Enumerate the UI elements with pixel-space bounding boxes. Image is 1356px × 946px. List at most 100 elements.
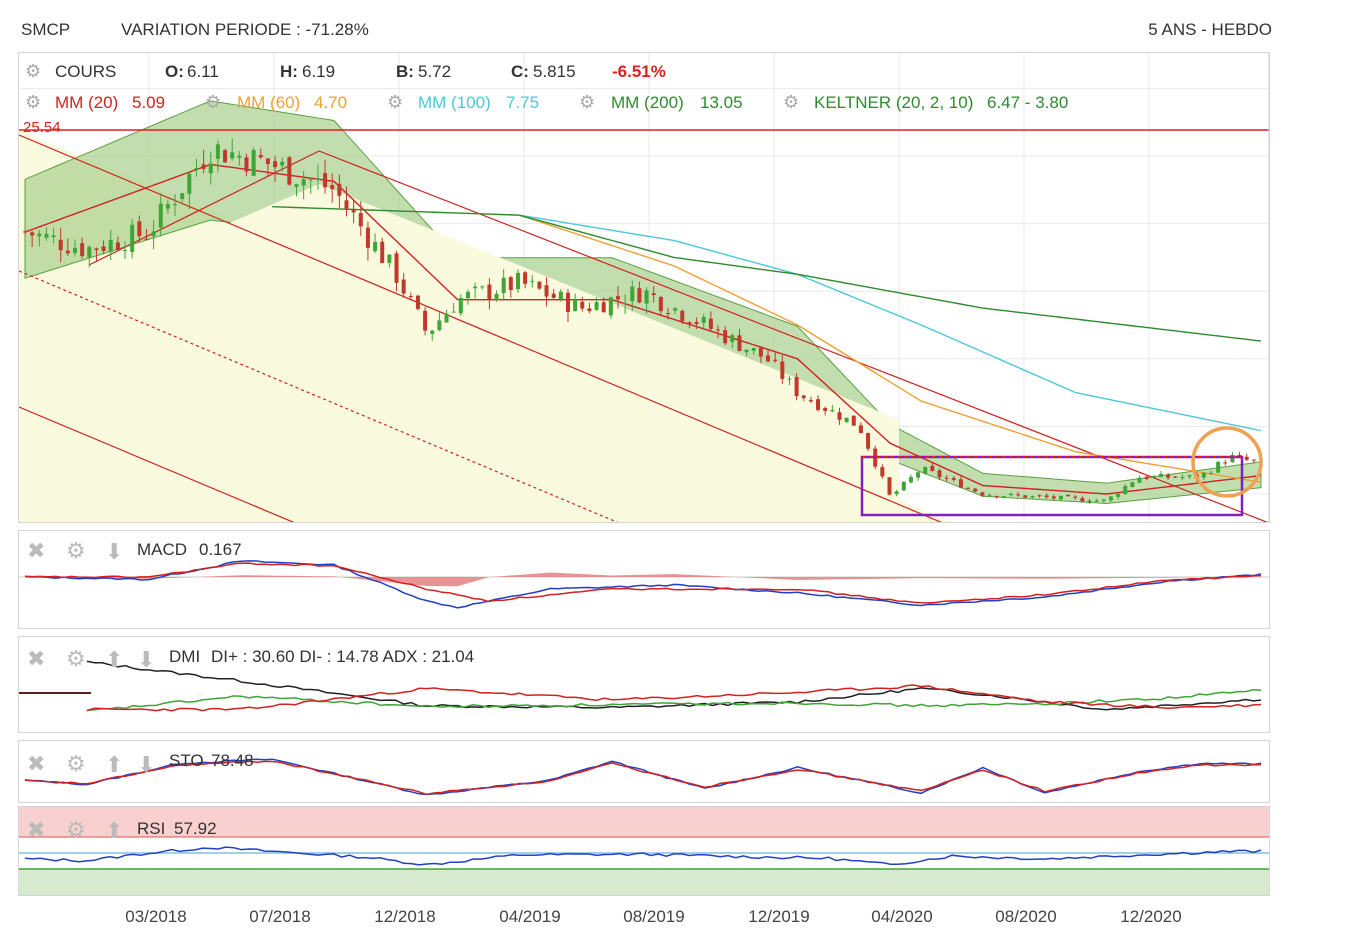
mm20-label: MM (20) xyxy=(55,93,118,112)
candle-body xyxy=(630,286,635,302)
sto-lines xyxy=(24,758,1262,796)
candle-body xyxy=(866,433,871,449)
variation-label: VARIATION PERIODE : -71.28% xyxy=(121,20,369,39)
gear-icon[interactable]: ⚙ xyxy=(66,817,86,842)
candle-body xyxy=(437,320,442,331)
candle-body xyxy=(530,280,535,282)
candle-body xyxy=(244,157,249,172)
candle-body xyxy=(365,227,370,248)
candle-body xyxy=(837,412,842,420)
gear-icon[interactable]: ⚙ xyxy=(387,92,403,112)
rsi-overbought-zone xyxy=(19,807,1269,837)
candle-body xyxy=(480,286,485,288)
candle-body xyxy=(30,232,35,236)
candle-body xyxy=(408,296,413,298)
candle-body xyxy=(666,312,671,314)
candle-body xyxy=(1251,459,1256,461)
candle-body xyxy=(594,302,599,310)
gear-icon[interactable]: ⚙ xyxy=(66,646,86,671)
candle-body xyxy=(251,150,256,176)
candle-body xyxy=(687,322,692,325)
x-tick-label: 04/2019 xyxy=(499,907,560,926)
candle-body xyxy=(851,415,856,426)
candle-body xyxy=(958,479,963,488)
candle-body xyxy=(930,465,935,471)
candle-body xyxy=(201,164,206,169)
candle-body xyxy=(615,296,620,300)
gear-icon[interactable]: ⚙ xyxy=(205,92,221,112)
close-icon[interactable]: ✖ xyxy=(27,817,45,842)
arrow-up-icon[interactable]: ⬆ xyxy=(105,647,123,672)
candle-body xyxy=(1158,473,1163,478)
candle-body xyxy=(87,247,92,258)
gear-icon[interactable]: ⚙ xyxy=(25,61,41,81)
arrow-up-icon[interactable]: ⬆ xyxy=(105,818,123,843)
candle-body xyxy=(137,221,142,237)
period-selector[interactable]: 5 ANS - HEBDO xyxy=(1148,20,1272,39)
candle-body xyxy=(473,286,478,289)
candle-body xyxy=(901,481,906,491)
arrow-down-icon[interactable]: ⬇ xyxy=(137,647,155,672)
candle-body xyxy=(1123,486,1128,494)
candle-body xyxy=(658,297,663,312)
candle-body xyxy=(744,349,749,353)
close-icon[interactable]: ✖ xyxy=(27,751,45,776)
mm60-label: MM (60) xyxy=(237,93,300,112)
candle-body xyxy=(558,291,563,300)
candle-body xyxy=(58,239,63,251)
keltner-value: 6.47 - 3.80 xyxy=(987,93,1068,112)
candle-body xyxy=(273,161,278,168)
candle-body xyxy=(351,209,356,213)
gear-icon[interactable]: ⚙ xyxy=(66,538,86,563)
keltner-label: KELTNER (20, 2, 10) xyxy=(814,93,973,112)
candle-body xyxy=(673,308,678,311)
arrow-up-icon[interactable]: ⬆ xyxy=(105,752,123,777)
highlight-circle[interactable] xyxy=(1191,426,1263,498)
candle-body xyxy=(337,183,342,196)
candle-body xyxy=(465,291,470,299)
candle-body xyxy=(794,377,799,397)
candle-body xyxy=(601,302,606,313)
macd-histogram xyxy=(25,572,1261,587)
gear-icon[interactable]: ⚙ xyxy=(25,92,41,112)
candle-body xyxy=(1216,461,1221,473)
dmi-panel: 60.000.0000 14.7830.60 ✖ ⚙ ⬆ ⬇ DMI DI+ :… xyxy=(18,636,1333,734)
gear-icon[interactable]: ⚙ xyxy=(66,751,86,776)
candle-body xyxy=(680,310,685,322)
candle-body xyxy=(265,158,270,164)
candle-body xyxy=(230,152,235,159)
candle-body xyxy=(1008,493,1013,496)
candle-body xyxy=(551,293,556,298)
candle-body xyxy=(1180,477,1185,479)
candle-body xyxy=(608,297,613,316)
candle-body xyxy=(780,361,785,379)
close-label: C: xyxy=(511,62,529,81)
candle-body xyxy=(523,272,528,284)
close-icon[interactable]: ✖ xyxy=(27,646,45,671)
series-line xyxy=(24,758,1262,796)
candle-body xyxy=(380,241,385,264)
change-value: -6.51% xyxy=(612,62,666,81)
symbol-label: SMCP xyxy=(21,20,71,39)
gear-icon[interactable]: ⚙ xyxy=(579,92,595,112)
candle-body xyxy=(708,318,713,329)
candle-body xyxy=(1058,495,1063,500)
gear-icon[interactable]: ⚙ xyxy=(783,92,799,112)
close-icon[interactable]: ✖ xyxy=(27,538,45,563)
series-line xyxy=(86,660,1262,711)
mm200-label: MM (200) xyxy=(611,93,684,112)
arrow-down-icon[interactable]: ⬇ xyxy=(105,539,123,564)
candle-body xyxy=(258,154,263,158)
candle-body xyxy=(1116,493,1121,497)
candle-body xyxy=(358,213,363,227)
arrow-down-icon[interactable]: ⬇ xyxy=(137,752,155,777)
sto-panel: 0.0000 78.48 ✖ ⚙ ⬆ ⬇ STO 78.48 xyxy=(18,740,1333,805)
candle-body xyxy=(101,246,106,251)
channel-inner-fill xyxy=(89,184,899,522)
candle-body xyxy=(644,290,649,304)
candle-body xyxy=(501,277,506,293)
candle-body xyxy=(808,400,813,402)
cours-label: COURS xyxy=(55,62,116,81)
candle-body xyxy=(1094,500,1099,502)
candle-body xyxy=(187,173,192,194)
